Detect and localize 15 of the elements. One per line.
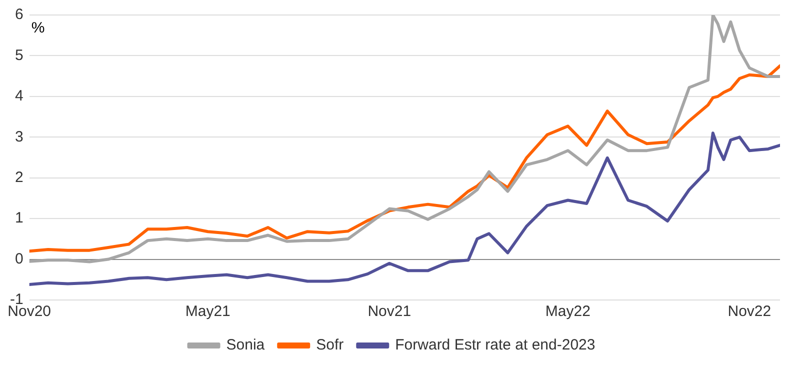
legend-label: Sofr (316, 336, 344, 354)
legend-label: Sonia (226, 336, 266, 354)
y-tick-label: 4 (14, 88, 24, 105)
y-tick-label: 3 (14, 128, 24, 146)
x-tick-label: Nov22 (728, 303, 772, 320)
legend-label: Forward Estr rate at end-2023 (395, 336, 596, 354)
y-tick-label: 2 (14, 169, 24, 186)
y-tick-label: 6 (14, 6, 24, 24)
y-tick-label: 0 (14, 250, 24, 268)
x-tick-label: May22 (545, 303, 590, 320)
y-axis-title: % (31, 20, 45, 37)
x-tick-label: May21 (185, 303, 230, 320)
y-tick-label: 5 (14, 46, 24, 64)
y-tick-label: 1 (14, 210, 24, 227)
x-tick-label: Nov21 (368, 303, 412, 320)
